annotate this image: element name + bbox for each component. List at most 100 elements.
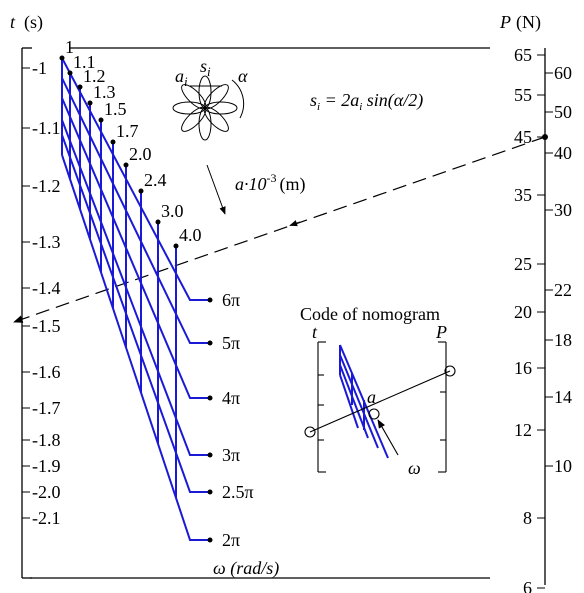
code-t: t [312,322,318,342]
s-i-sub: i [207,64,211,79]
a-exp: -3 [267,171,277,185]
t-tick-label: -1.2 [32,176,61,196]
a-dot [87,100,93,106]
f1: i [317,101,320,113]
p-left-label: 35 [514,185,532,205]
p-right-label: 22 [554,280,572,300]
code-a: a [367,387,376,407]
a-label: 1.2 [83,66,106,86]
a-arrow [206,164,226,215]
f0: s [310,90,317,110]
t-tick-label: -2.1 [32,508,61,528]
omega-dot [207,340,213,346]
a-label: 1.7 [116,121,139,141]
f2: = 2a [320,90,359,110]
scales: -1 -1.1 -1.2 -1.3 -1.4 -1.5 -1.6 -1.7 -1.8 -1.9 -2… [22,37,572,593]
t-tick-label: -1.4 [32,278,61,298]
a-dot [138,188,144,194]
omega-label: 4π [222,388,240,408]
t-title: t [10,12,16,32]
flower [172,75,245,141]
p-left-label: 20 [514,302,532,322]
a-dot [98,117,104,123]
omega-line [61,57,210,301]
omega-dot [207,537,213,543]
a-label: 2.0 [129,144,152,164]
t-tick-label: -1.7 [32,398,61,418]
a-label: 3.0 [161,201,184,221]
f4: sin(α/2) [362,90,423,111]
a-i: ai [175,66,188,89]
t-tick-label: -1.5 [32,316,61,336]
p-left-label: 45 [514,127,532,147]
a-label: 2.4 [144,170,167,190]
p-right-label: 60 [554,63,572,83]
omega-label: 2.5π [222,482,254,502]
a-label: a·10 [235,174,267,194]
omega-label: 2π [222,530,240,550]
a-i-label: a [175,66,184,86]
omega-line [61,119,210,456]
p-right-label: 50 [554,102,572,122]
f3: i [359,101,362,113]
key-line [13,136,546,323]
formula: si = 2ai sin(α/2) [310,90,423,113]
a-axis-label: a·10-3 (m) [235,171,306,195]
t-tick-label: -2.0 [32,482,61,502]
omega-dot [207,489,213,495]
t-tick-label: -1.1 [32,118,61,138]
code-omega: ω [408,458,421,478]
t-tick-label: -1 [32,58,47,78]
alpha: α [238,66,248,86]
p-left-label: 65 [514,45,532,65]
omega-axis-label: ω (rad/s) [213,558,279,579]
p-right-label: 18 [554,330,572,350]
omega-line [61,77,210,344]
a-dot [77,84,83,90]
a-dot [67,70,73,76]
p-left-label: 16 [514,358,532,378]
a-label: 1.3 [93,82,116,102]
key-arrow [289,220,301,227]
a-label: 1.1 [73,52,96,72]
omega-dot [207,297,213,303]
a-dot [59,55,65,61]
a-dot [123,162,129,168]
s-i: si [200,56,211,79]
t-tick-label: -1.3 [32,232,61,252]
code-sketch [304,341,456,473]
p-left-label: 55 [514,85,532,105]
code-p: P [435,322,447,342]
p-left-label: 8 [523,508,532,528]
p-left-label: 12 [514,420,532,440]
a-dot [173,243,179,249]
p-left-label: 25 [514,254,532,274]
omega-label: 6π [222,290,240,310]
p-left-label: 6 [523,578,532,593]
a-i-sub: i [184,74,188,89]
s-i-label: s [200,56,207,76]
p-right-label: 14 [554,387,572,407]
omega-line [61,134,210,493]
t-tick-label: -1.8 [32,430,61,450]
p-unit: (N) [516,12,541,33]
a-unit: (m) [280,174,306,195]
omega-label: 3π [222,445,240,465]
omega-line [61,97,210,399]
p-right-label: 40 [554,143,572,163]
t-tick-label: -1.9 [32,456,61,476]
a-label: 1 [65,37,74,57]
omega-dot [207,452,213,458]
p-title: P [499,12,511,32]
t-unit: (s) [24,12,43,33]
code-title: Code of nomogram [300,304,440,324]
omega-dot [207,395,213,401]
a-label: 4.0 [179,225,202,245]
t-tick-label: -1.6 [32,362,61,382]
omega-line [61,154,210,541]
a-dot [110,139,116,145]
p-right-label: 10 [554,456,572,476]
a-dot [155,219,161,225]
p-right-label: 30 [554,200,572,220]
